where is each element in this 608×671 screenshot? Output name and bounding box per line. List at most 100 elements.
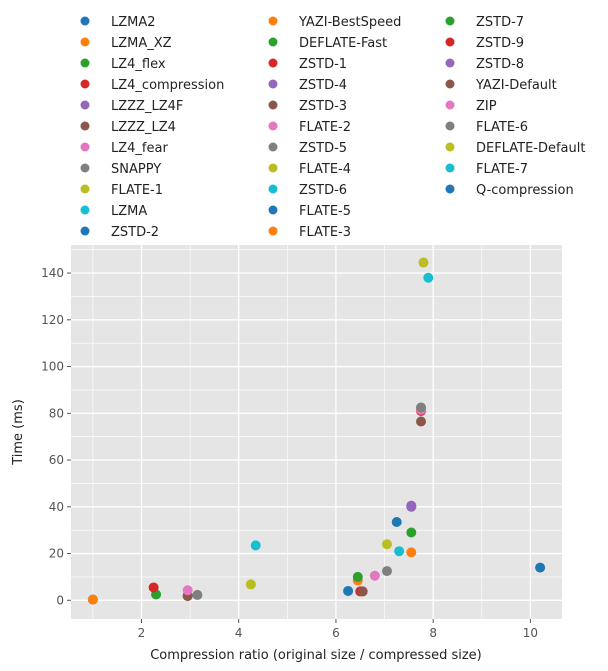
x-axis-label: Compression ratio (original size / compr… — [150, 648, 482, 663]
legend-entry: YAZI-BestSpeed — [298, 15, 401, 30]
legend-marker — [268, 205, 278, 215]
legend-entry: FLATE-1 — [111, 183, 163, 198]
y-tick-label: 140 — [41, 266, 64, 280]
data-points — [87, 257, 546, 605]
legend-marker — [268, 100, 278, 110]
legend-marker — [268, 184, 278, 194]
data-point — [406, 527, 417, 538]
legend-marker — [80, 79, 90, 89]
x-tick-label: 8 — [429, 626, 437, 640]
data-point — [148, 582, 159, 593]
data-point — [381, 539, 392, 550]
data-point — [381, 566, 392, 577]
legend-marker — [80, 226, 90, 236]
legend-entry: FLATE-7 — [476, 162, 528, 177]
legend-entry: ZSTD-8 — [476, 57, 524, 72]
legend-entry: FLATE-3 — [299, 225, 351, 240]
legend-marker — [268, 226, 278, 236]
legend-entry: YAZI-Default — [475, 78, 557, 93]
legend-marker — [445, 184, 455, 194]
data-point — [416, 416, 427, 427]
data-point — [406, 501, 417, 512]
legend-marker — [445, 142, 455, 152]
y-tick-label: 80 — [49, 406, 64, 420]
legend-marker — [445, 58, 455, 68]
data-point — [192, 589, 203, 600]
data-point — [343, 585, 354, 596]
data-point — [357, 586, 368, 597]
legend-entry: LZZZ_LZ4F — [111, 99, 183, 114]
x-tick-label: 2 — [138, 626, 146, 640]
data-point — [416, 402, 427, 413]
data-point — [418, 257, 429, 268]
legend-entry: ZSTD-5 — [299, 141, 347, 156]
data-point — [406, 547, 417, 558]
legend-marker — [268, 163, 278, 173]
legend-entry: ZSTD-7 — [476, 15, 524, 30]
legend-marker — [445, 100, 455, 110]
legend-entry: ZSTD-3 — [299, 99, 347, 114]
plot-area — [71, 245, 562, 619]
data-point — [423, 272, 434, 283]
legend-marker — [80, 100, 90, 110]
legend-marker — [445, 163, 455, 173]
legend-marker — [268, 16, 278, 26]
legend-entry: DEFLATE-Fast — [299, 36, 387, 51]
legend-entry: SNAPPY — [111, 162, 161, 177]
legend-entry: ZSTD-1 — [299, 57, 347, 72]
legend-marker — [80, 142, 90, 152]
legend-entry: DEFLATE-Default — [476, 141, 585, 156]
legend-entry: LZMA — [111, 204, 147, 219]
legend-entry: ZSTD-6 — [299, 183, 347, 198]
data-point — [535, 562, 546, 573]
y-tick-label: 0 — [56, 593, 64, 607]
legend-marker — [445, 121, 455, 131]
legend-marker — [80, 16, 90, 26]
x-axis-ticks: 2 4 6 8 10 — [138, 619, 538, 640]
legend-marker — [80, 58, 90, 68]
x-tick-label: 4 — [235, 626, 243, 640]
data-point — [391, 516, 402, 527]
legend-entry: Q-compression — [476, 183, 574, 198]
grid-lines — [71, 245, 562, 619]
legend-marker — [445, 79, 455, 89]
legend-entry: FLATE-6 — [476, 120, 528, 135]
y-axis-ticks: 0 20 40 60 80 100 120 140 — [41, 266, 71, 607]
legend-entry: LZZZ_LZ4 — [111, 120, 176, 135]
legend-entry: ZIP — [476, 99, 497, 114]
legend-marker — [268, 142, 278, 152]
y-tick-label: 40 — [49, 500, 64, 514]
legend-entry: ZSTD-4 — [299, 78, 347, 93]
legend-marker — [80, 163, 90, 173]
legend-entry: LZMA2 — [111, 15, 156, 30]
legend-marker — [80, 184, 90, 194]
data-point — [245, 579, 256, 590]
y-tick-label: 20 — [49, 547, 64, 561]
legend-entry: FLATE-2 — [299, 120, 351, 135]
x-tick-label: 6 — [332, 626, 340, 640]
y-tick-label: 120 — [41, 313, 64, 327]
legend-entry: LZ4_flex — [111, 57, 166, 72]
legend-marker — [80, 37, 90, 47]
data-point — [394, 546, 405, 557]
data-point — [352, 571, 363, 582]
legend-entry: ZSTD-9 — [476, 36, 524, 51]
legend-entry: FLATE-5 — [299, 204, 351, 219]
y-axis-label: Time (ms) — [11, 399, 26, 466]
legend-marker — [80, 121, 90, 131]
data-point — [250, 540, 261, 551]
legend-entry: ZSTD-2 — [111, 225, 159, 240]
legend-marker — [80, 205, 90, 215]
data-point — [369, 570, 380, 581]
x-tick-label: 10 — [523, 626, 538, 640]
data-point — [87, 594, 98, 605]
legend-marker — [268, 58, 278, 68]
y-tick-label: 100 — [41, 360, 64, 374]
legend: LZMA2 LZMA_XZ LZ4_flex LZ4_compression LZZZ_… — [80, 15, 585, 240]
y-tick-label: 60 — [49, 453, 64, 467]
legend-marker — [268, 121, 278, 131]
legend-marker — [268, 79, 278, 89]
data-point — [182, 585, 193, 596]
legend-entry: LZ4_compression — [111, 78, 224, 93]
